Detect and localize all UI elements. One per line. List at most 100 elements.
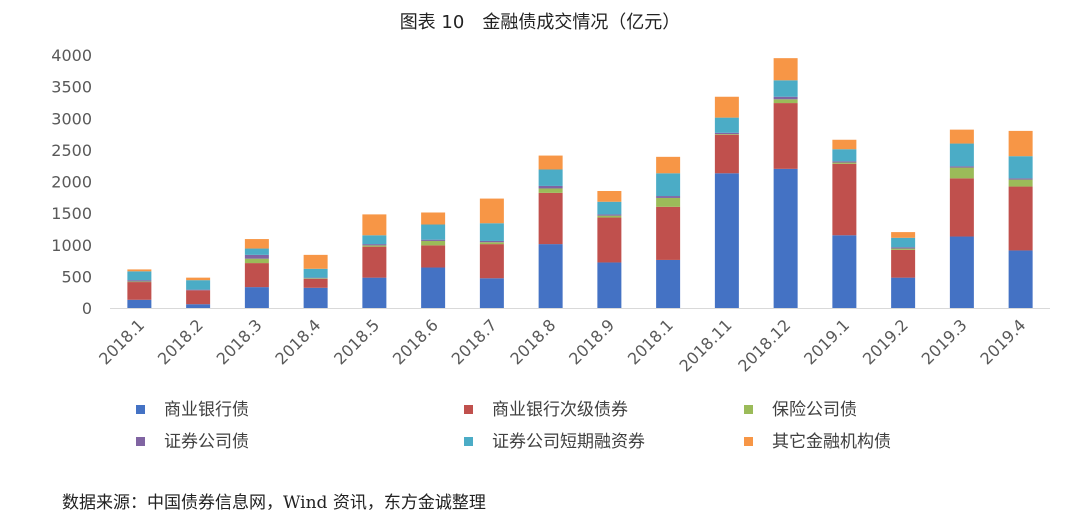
bar-segment [421,267,446,308]
bar-segment [891,237,916,248]
bar-segment [773,103,798,169]
bar-segment [656,259,681,308]
bar-segment [362,244,387,246]
bar-segment [303,254,328,269]
bar-segment [244,239,269,249]
bar-segment [362,245,387,247]
bar-segment [244,258,269,264]
bar-segment [303,278,328,288]
bar-segment [714,96,739,118]
bar-segment [186,304,211,308]
legend-swatch [744,405,753,414]
bar-segment [244,254,269,259]
bar-segment [891,232,916,238]
legend-swatch [464,437,473,446]
bar-segment [186,277,211,281]
legend-label: 证券公司债 [164,432,249,452]
bar-segment [479,223,504,241]
bar-segment [656,173,681,197]
data-source: 数据来源：中国债券信息网，Wind 资讯，东方金诚整理 [62,493,486,513]
bar-segment [127,280,152,282]
bar-segment [421,245,446,268]
bar-segment [773,99,798,104]
bar-segment [832,162,857,164]
bar-segment [949,143,974,167]
legend-swatch [136,405,145,414]
x-tick-label: 2018.8 [506,315,559,368]
bar-segment [714,134,739,135]
bar-segment [479,278,504,308]
x-tick-label: 2019.4 [976,315,1029,368]
bar-segment [538,169,563,186]
y-tick-label: 1000 [51,236,92,255]
bar-segment [127,269,152,272]
bar-segment [1008,178,1033,180]
bar-segment [597,215,622,218]
bar-segment [362,246,387,278]
bar-segment [832,161,857,163]
bar-segment [1008,179,1033,187]
bar-segment [1008,130,1033,157]
x-tick-label: 2018.1 [624,315,677,368]
bar-segment [949,236,974,308]
bar-segment [362,214,387,236]
y-tick-label: 1500 [51,204,92,223]
bar-segment [538,188,563,193]
bar-segment [949,167,974,179]
legend-label: 其它金融机构债 [772,432,891,452]
bar-segment [891,248,916,250]
bar-segment [421,224,446,240]
bar-segment [891,249,916,278]
bar-segment [362,277,387,308]
y-tick-label: 2000 [51,173,92,192]
bar-segment [597,190,622,202]
bar-segment [949,129,974,144]
bar-segment [538,244,563,308]
bar-segment [127,282,152,300]
bar-segment [421,212,446,225]
x-tick-label: 2018.3 [213,315,266,368]
bar-segment [127,281,152,283]
bar-segment [479,244,504,279]
bar-segment [773,58,798,81]
legend-label: 商业银行次级债券 [492,400,628,420]
bar-segment [597,262,622,308]
bar-segment [303,277,328,279]
bar-segment [244,248,269,255]
bar-segment [656,196,681,198]
bar-segment [479,240,504,243]
legend-swatch [464,405,473,414]
bar-segment [949,178,974,237]
bar-segment [538,155,563,170]
bar-segment [362,235,387,245]
bar-segment [714,117,739,133]
y-tick-label: 4000 [51,46,92,65]
x-tick-label: 2019.2 [859,315,912,368]
bar-segment [303,287,328,308]
legend-swatch [136,437,145,446]
x-tick-label: 2019.3 [918,315,971,368]
bar-segment [597,214,622,216]
bar-segment [656,197,681,207]
bar-segment [303,278,328,279]
bar-segment [832,163,857,236]
bar-segment [891,247,916,249]
bar-segment [127,271,152,281]
x-tick-label: 2018.9 [565,315,618,368]
bar-segment [186,280,211,290]
legend-label: 证券公司短期融资券 [492,432,645,452]
y-tick-label: 3000 [51,109,92,128]
bar-segment [714,132,739,135]
x-tick-label: 2018.5 [330,315,383,368]
x-tick-label: 2018.7 [448,315,501,368]
bar-segment [538,192,563,245]
bar-segment [832,235,857,308]
y-tick-label: 0 [82,299,92,318]
bar-segment [1008,186,1033,251]
y-tick-label: 500 [61,267,92,286]
bar-segment [773,96,798,100]
bar-segment [479,198,504,224]
bar-segment [597,217,622,263]
bar-segment [479,242,504,245]
x-tick-label: 2018.4 [271,315,324,368]
